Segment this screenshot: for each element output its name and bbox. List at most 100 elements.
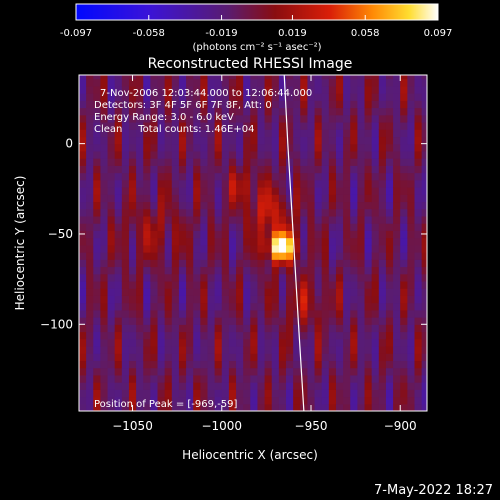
heatmap-cell bbox=[321, 295, 330, 304]
heatmap-cell bbox=[114, 158, 123, 166]
heatmap-cell bbox=[171, 367, 180, 376]
heatmap-cell bbox=[364, 85, 373, 94]
heatmap-cell bbox=[393, 150, 401, 159]
heatmap-cell bbox=[357, 295, 366, 304]
heatmap-cell bbox=[378, 121, 387, 130]
heatmap-cell bbox=[321, 179, 330, 188]
heatmap-cell bbox=[357, 389, 366, 398]
heatmap-cell bbox=[228, 331, 237, 340]
heatmap-cell bbox=[278, 208, 287, 217]
heatmap-cell bbox=[357, 259, 366, 268]
heatmap-cell bbox=[293, 317, 301, 325]
heatmap-cell bbox=[257, 187, 266, 195]
heatmap-cell bbox=[86, 338, 94, 347]
heatmap-cell bbox=[243, 360, 251, 369]
heatmap-cell bbox=[107, 309, 116, 318]
heatmap-cell bbox=[293, 165, 301, 174]
heatmap-cell bbox=[178, 136, 187, 145]
heatmap-cell bbox=[328, 75, 337, 80]
heatmap-cell bbox=[385, 78, 394, 87]
heatmap-cell bbox=[107, 158, 116, 166]
heatmap-cell bbox=[207, 244, 216, 253]
heatmap-cell bbox=[385, 280, 394, 289]
heatmap-cell bbox=[293, 78, 301, 87]
heatmap-cell bbox=[193, 273, 201, 282]
heatmap-cell bbox=[100, 107, 109, 116]
heatmap-cell bbox=[236, 345, 244, 354]
heatmap-cell bbox=[378, 374, 387, 383]
heatmap-cell bbox=[121, 121, 130, 130]
heatmap-cell bbox=[364, 150, 373, 159]
heatmap-cell bbox=[385, 309, 394, 318]
heatmap-cell bbox=[364, 309, 373, 318]
heatmap-cell bbox=[350, 187, 358, 195]
heatmap-cell bbox=[335, 179, 344, 188]
heatmap-cell bbox=[385, 252, 394, 260]
heatmap-cell bbox=[357, 244, 366, 253]
heatmap-cell bbox=[286, 201, 294, 210]
heatmap-cell bbox=[378, 143, 387, 152]
heatmap-cell bbox=[278, 309, 287, 318]
heatmap-cell bbox=[93, 288, 102, 296]
heatmap-cell bbox=[293, 237, 301, 246]
heatmap-cell bbox=[414, 374, 423, 383]
heatmap-cell bbox=[93, 230, 102, 239]
heatmap-cell bbox=[157, 237, 166, 246]
heatmap-cell bbox=[79, 75, 87, 80]
heatmap-cell bbox=[400, 360, 408, 369]
heatmap-cell bbox=[264, 389, 273, 398]
heatmap-cell bbox=[228, 187, 237, 195]
heatmap-cell bbox=[393, 295, 401, 304]
heatmap-cell bbox=[228, 150, 237, 159]
heatmap-cell bbox=[264, 150, 273, 159]
heatmap-cell bbox=[364, 324, 373, 333]
heatmap-cell bbox=[250, 295, 259, 304]
heatmap-cell bbox=[157, 266, 166, 275]
heatmap-cell bbox=[278, 100, 287, 109]
heatmap-cell bbox=[171, 382, 180, 390]
heatmap-cell bbox=[307, 338, 316, 347]
heatmap-cell bbox=[250, 107, 259, 116]
heatmap-cell bbox=[350, 374, 358, 383]
heatmap-cell bbox=[79, 114, 87, 123]
heatmap-cell bbox=[121, 158, 130, 166]
heatmap-cell bbox=[200, 100, 209, 109]
heatmap-cell bbox=[243, 382, 251, 390]
heatmap-cell bbox=[200, 338, 209, 347]
heatmap-cell bbox=[300, 288, 309, 296]
heatmap-cell bbox=[307, 93, 316, 101]
heatmap-cell bbox=[350, 353, 358, 362]
heatmap-cell bbox=[321, 100, 330, 109]
heatmap-cell bbox=[107, 215, 116, 224]
heatmap-cell bbox=[121, 309, 130, 318]
heatmap-cell bbox=[378, 259, 387, 268]
heatmap-cell bbox=[393, 309, 401, 318]
heatmap-cell bbox=[335, 317, 344, 325]
heatmap-cell bbox=[157, 374, 166, 383]
heatmap-cell bbox=[157, 302, 166, 311]
heatmap-cell bbox=[414, 338, 423, 347]
heatmap-cell bbox=[407, 331, 416, 340]
heatmap-cell bbox=[257, 309, 266, 318]
annotation-energy-range: Energy Range: 3.0 - 6.0 keV bbox=[94, 112, 234, 123]
heatmap-cell bbox=[207, 223, 216, 231]
heatmap-cell bbox=[300, 382, 309, 390]
heatmap-cell bbox=[214, 158, 223, 166]
heatmap-cell bbox=[150, 172, 159, 181]
heatmap-cell bbox=[228, 114, 237, 123]
heatmap-cell bbox=[157, 107, 166, 116]
heatmap-cell bbox=[350, 324, 358, 333]
heatmap-cell bbox=[236, 338, 244, 347]
heatmap-cell bbox=[107, 367, 116, 376]
heatmap-cell bbox=[93, 136, 102, 145]
heatmap-cell bbox=[264, 331, 273, 340]
heatmap-cell bbox=[335, 338, 344, 347]
heatmap-cell bbox=[393, 165, 401, 174]
heatmap-cell bbox=[314, 172, 323, 181]
heatmap-cell bbox=[314, 85, 323, 94]
heatmap-cell bbox=[79, 374, 87, 383]
heatmap-cell bbox=[400, 259, 408, 268]
heatmap-cell bbox=[250, 288, 259, 296]
solar-limb-line bbox=[283, 75, 305, 411]
heatmap-cell bbox=[407, 187, 416, 195]
